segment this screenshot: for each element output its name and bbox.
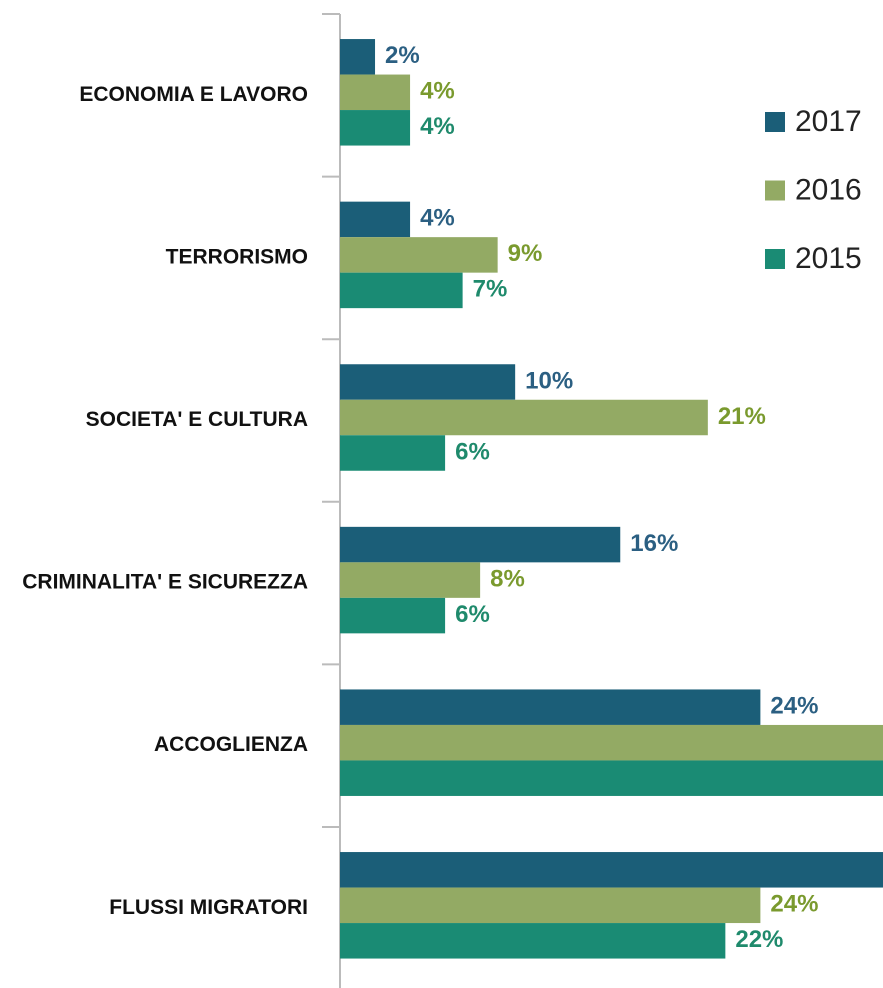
value-label: 16% [630, 530, 678, 557]
legend-label: 2015 [795, 242, 862, 275]
legend-swatch [765, 180, 785, 201]
value-label: 7% [473, 276, 508, 303]
category-label: CRIMINALITA' E SICUREZZA [22, 571, 308, 594]
bar [340, 435, 446, 471]
bar [340, 39, 376, 75]
value-label: 6% [455, 438, 490, 465]
bar [340, 689, 761, 725]
bar [340, 724, 883, 761]
bar [340, 526, 621, 563]
bar [340, 562, 481, 598]
value-label: 24% [770, 891, 818, 918]
value-label: 4% [420, 205, 455, 232]
bar [340, 923, 726, 959]
category-label: TERRORISMO [166, 245, 308, 268]
value-label: 2% [385, 42, 420, 69]
value-label: 22% [735, 926, 783, 953]
legend-swatch [765, 249, 785, 269]
category-label: ACCOGLIENZA [154, 733, 308, 756]
legend-label: 2016 [795, 173, 862, 206]
value-label: 4% [420, 113, 455, 140]
bar [340, 597, 446, 634]
legend-label: 2017 [795, 105, 862, 138]
bar [340, 364, 516, 400]
bar [340, 237, 498, 273]
value-label: 21% [718, 403, 766, 430]
category-label: SOCIETA' E CULTURA [86, 408, 308, 431]
category-label: ECONOMIA E LAVORO [79, 83, 308, 106]
bar [340, 110, 411, 146]
bar [340, 272, 463, 309]
bar [340, 887, 761, 924]
value-label: 24% [770, 693, 818, 720]
value-label: 9% [508, 240, 543, 267]
legend-swatch [765, 112, 785, 132]
bar [340, 852, 883, 888]
category-label: FLUSSI MIGRATORI [109, 896, 308, 919]
value-label: 10% [525, 367, 573, 394]
bar [340, 74, 411, 111]
bar [340, 201, 411, 238]
bar [340, 760, 883, 796]
value-label: 4% [420, 78, 455, 105]
value-label: 8% [490, 565, 525, 592]
bar [340, 399, 708, 436]
value-label: 6% [455, 601, 490, 628]
